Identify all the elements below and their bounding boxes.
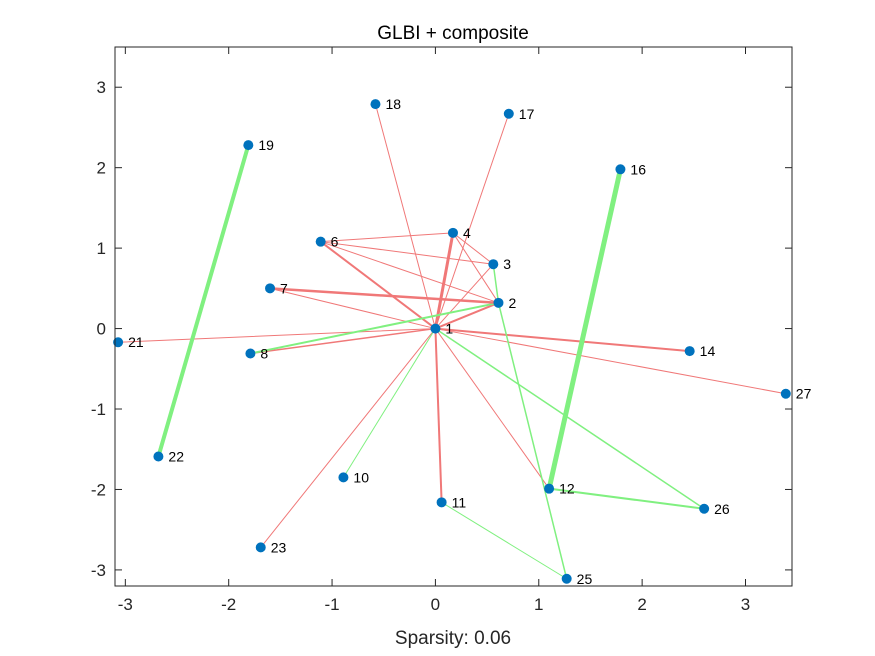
edge-1-4 [433, 231, 455, 331]
node-4 [447, 227, 458, 238]
node-label-18: 18 [385, 96, 401, 112]
edge-8-2 [249, 301, 500, 355]
edge-11-25 [441, 501, 568, 580]
edge-1-23 [260, 328, 436, 548]
y-tick-label-3: 3 [97, 78, 106, 97]
node-6 [315, 236, 326, 247]
node-16 [615, 164, 626, 175]
node-label-27: 27 [796, 386, 812, 402]
edge-1-27 [434, 328, 787, 395]
node-label-10: 10 [353, 469, 369, 485]
node-label-23: 23 [271, 539, 287, 555]
edge-1-17 [434, 113, 510, 330]
edge-1-8 [249, 327, 437, 355]
x-tick-label-2: 2 [637, 595, 646, 614]
edge-6-2 [320, 241, 499, 304]
node-label-4: 4 [463, 225, 471, 241]
edge-6-4 [320, 232, 454, 243]
node-label-19: 19 [258, 137, 274, 153]
x-tick-label--3: -3 [118, 595, 133, 614]
node-12 [544, 483, 555, 494]
x-axis-label: Sparsity: 0.06 [395, 628, 511, 649]
node-label-16: 16 [630, 161, 646, 177]
y-tick-label-2: 2 [97, 159, 106, 178]
edge-3-2 [492, 263, 500, 304]
edge-1-18 [374, 103, 436, 330]
node-label-14: 14 [700, 343, 716, 359]
edge-1-21 [117, 328, 436, 343]
node-label-17: 17 [519, 106, 535, 122]
x-tick-label--2: -2 [221, 595, 236, 614]
node-label-26: 26 [714, 501, 730, 517]
nodes-layer [113, 99, 791, 584]
node-14 [684, 346, 695, 357]
y-tick-label--3: -3 [91, 561, 106, 580]
x-tick-label-3: 3 [741, 595, 750, 614]
node-label-2: 2 [508, 295, 516, 311]
edge-4-3 [452, 232, 494, 265]
edge-1-11 [434, 327, 443, 504]
node-7 [265, 283, 276, 294]
node-8 [245, 348, 256, 359]
x-tick-label-1: 1 [534, 595, 543, 614]
x-tick-label-0: 0 [431, 595, 440, 614]
node-label-7: 7 [280, 280, 288, 296]
edge-1-3 [434, 263, 494, 330]
node-17 [503, 108, 514, 119]
edge-19-22 [156, 143, 251, 459]
node-22 [153, 451, 164, 462]
y-tick-label--2: -2 [91, 480, 106, 499]
node-label-21: 21 [128, 334, 144, 350]
edge-4-2 [452, 232, 499, 304]
chart-title: GLBI + composite [377, 23, 529, 44]
edge-12-26 [548, 487, 706, 510]
edge-1-10 [342, 328, 436, 478]
x-tick-label--1: -1 [324, 595, 339, 614]
edge-6-3 [320, 241, 494, 265]
edge-1-14 [434, 327, 691, 353]
edge-1-12 [434, 328, 550, 490]
edge-1-26 [434, 327, 705, 510]
node-18 [370, 99, 381, 110]
node-label-22: 22 [168, 448, 184, 464]
node-10 [338, 472, 349, 483]
edge-1-6 [319, 240, 437, 330]
node-23 [255, 542, 266, 553]
node-label-8: 8 [260, 346, 268, 362]
node-label-1: 1 [445, 321, 453, 337]
node-label-11: 11 [452, 494, 467, 510]
node-1 [430, 323, 441, 334]
edge-1-2 [434, 301, 500, 330]
plot-area-frame [114, 46, 793, 587]
node-19 [243, 140, 254, 151]
node-label-12: 12 [559, 481, 575, 497]
y-tick-label-0: 0 [97, 320, 106, 339]
node-3 [488, 259, 499, 270]
node-27 [780, 388, 791, 399]
y-tick-label--1: -1 [91, 400, 106, 419]
node-label-25: 25 [577, 571, 593, 587]
edge-7-2 [268, 287, 500, 305]
node-label-6: 6 [331, 234, 339, 250]
node-label-3: 3 [503, 256, 511, 272]
node-11 [436, 497, 447, 508]
edge-2-25 [497, 302, 568, 580]
node-21 [113, 337, 124, 348]
node-2 [493, 297, 504, 308]
edge-16-12 [546, 166, 623, 492]
node-26 [699, 503, 710, 514]
y-tick-label-1: 1 [97, 239, 106, 258]
node-25 [561, 573, 572, 584]
edges-layer [117, 103, 787, 580]
